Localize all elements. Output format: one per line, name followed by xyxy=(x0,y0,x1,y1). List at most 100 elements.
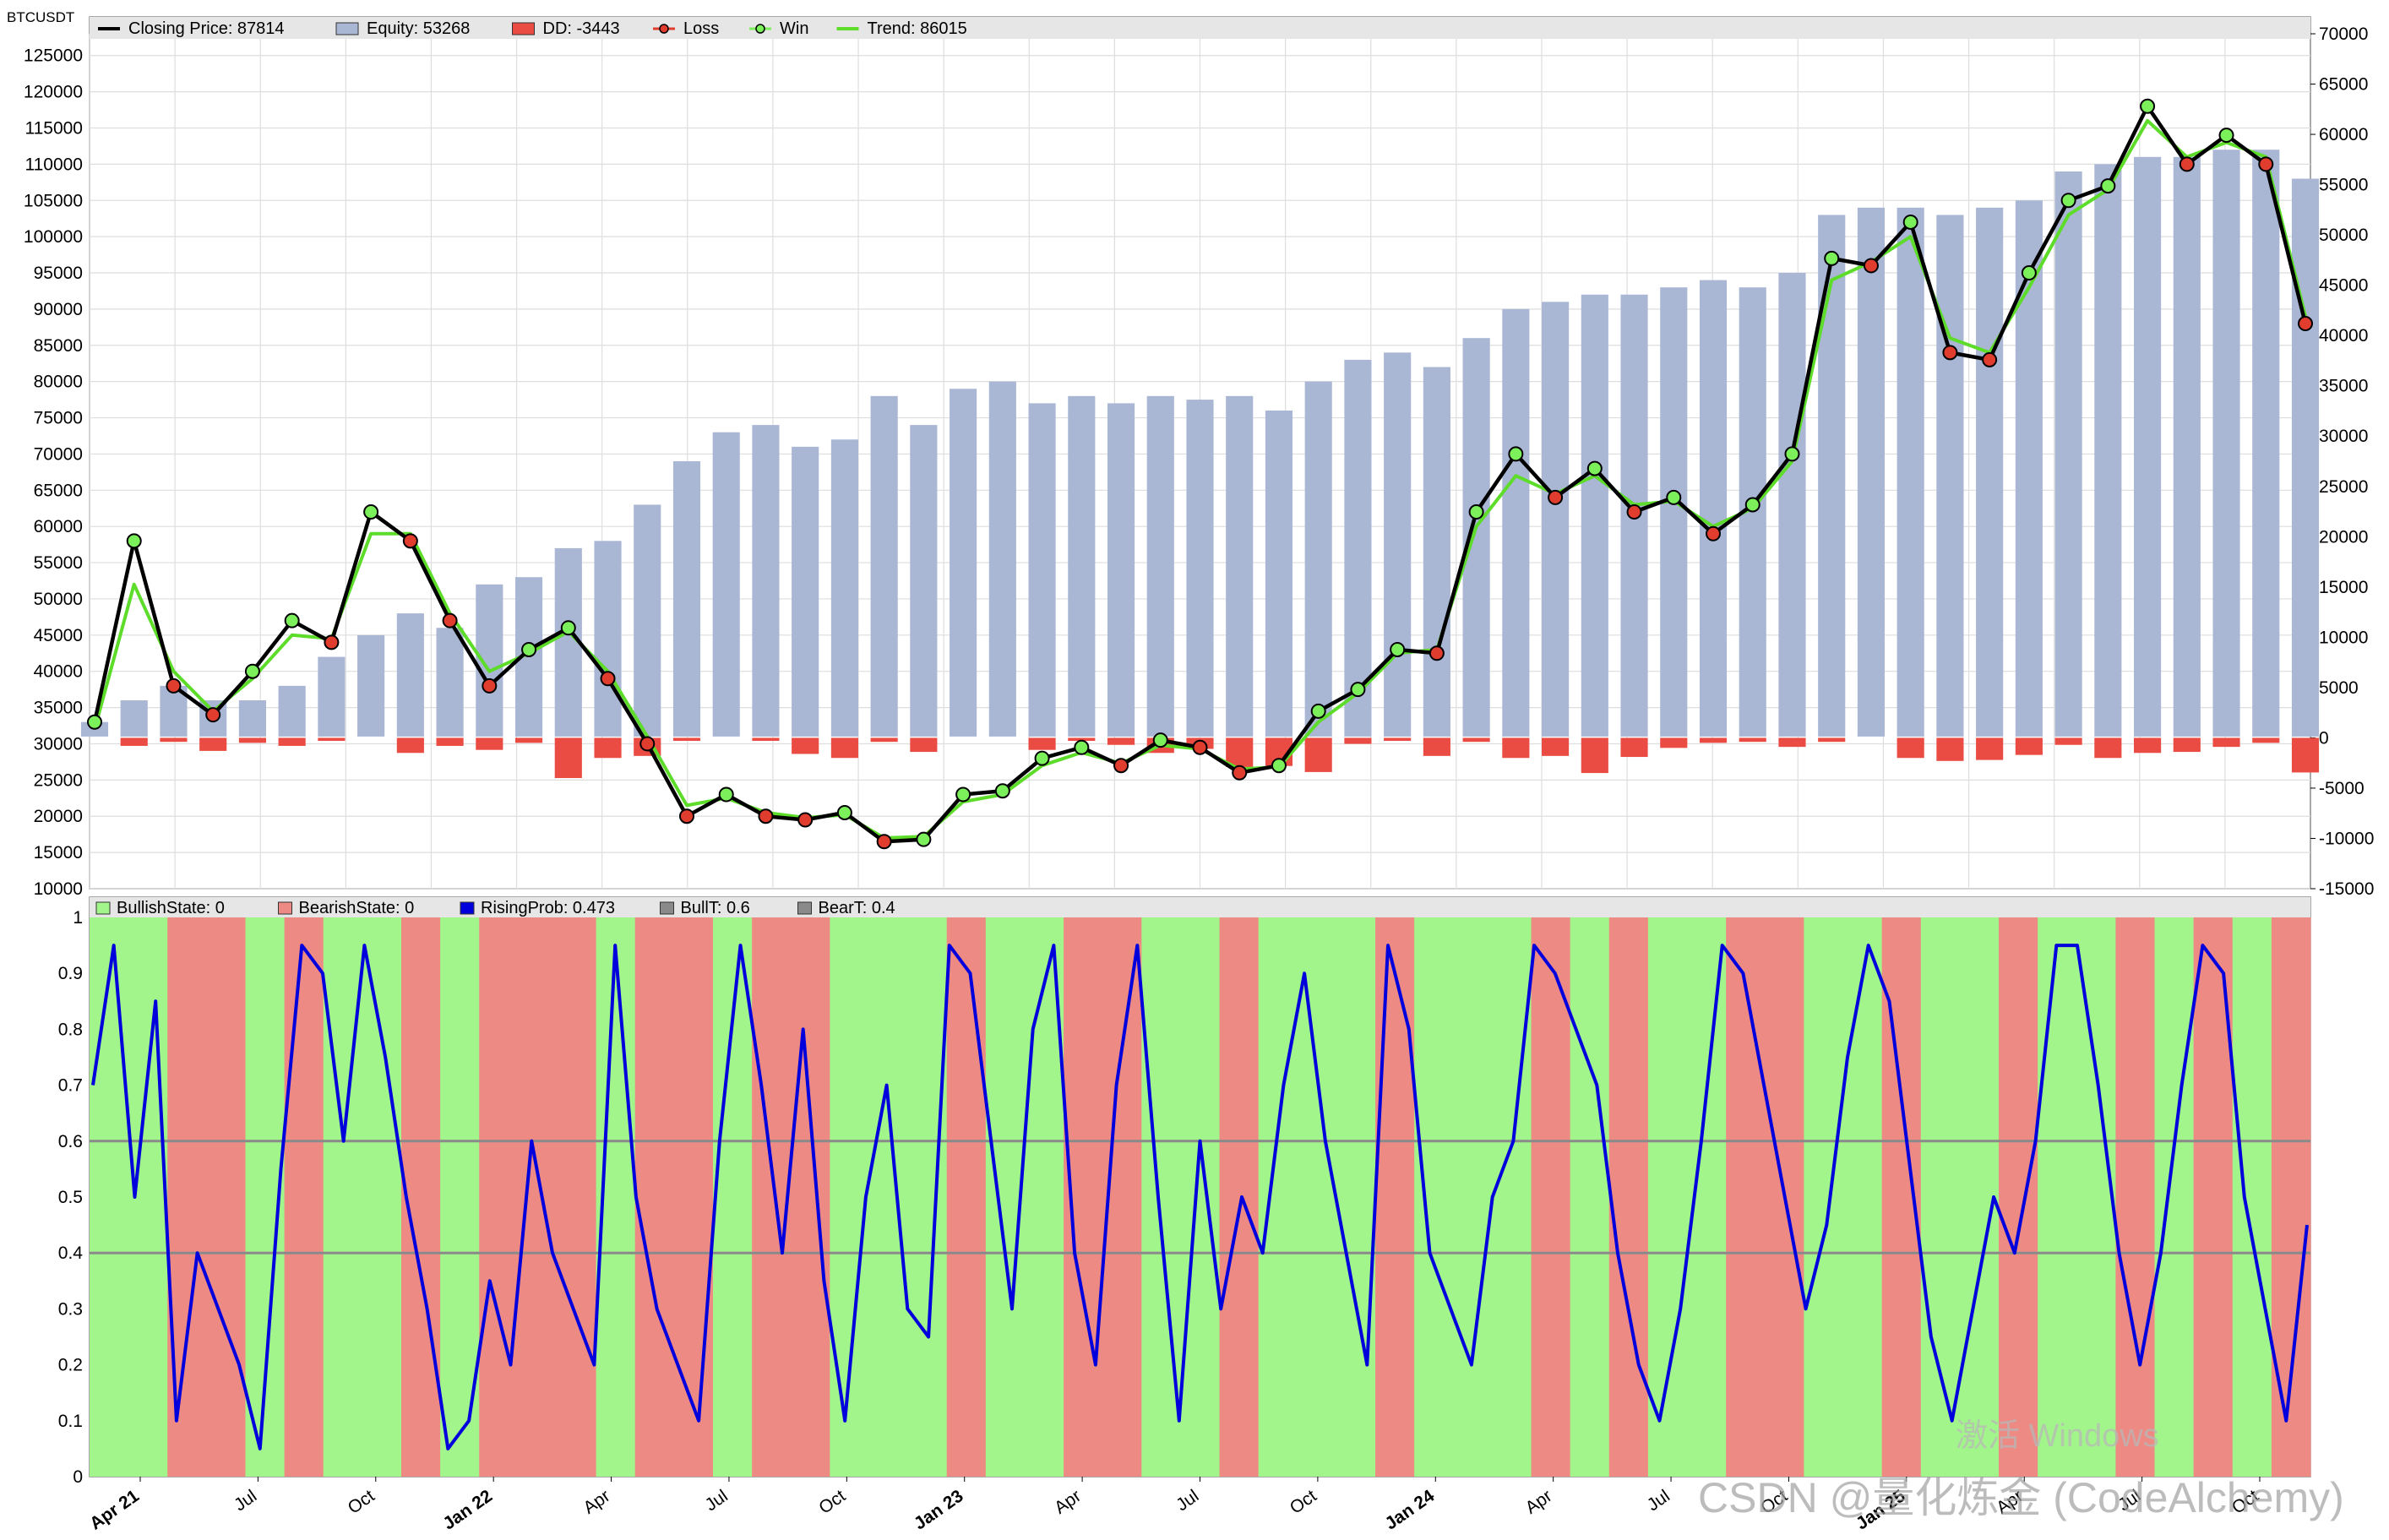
legend-item-equity: Equity: 53268 xyxy=(335,19,470,38)
equity-bar xyxy=(988,381,1016,737)
drawdown-bar xyxy=(2212,737,2240,748)
loss-marker xyxy=(2298,316,2313,332)
y-indicator-tick: 0.4 xyxy=(58,1243,84,1263)
bullish-regime-band xyxy=(1336,917,1376,1477)
watermark-line1: 激活 Windows xyxy=(1956,1418,2159,1454)
y-right-tick: 10000 xyxy=(2319,628,2368,647)
bearish-regime-band xyxy=(167,917,207,1477)
drawdown-bar xyxy=(1344,737,1372,744)
price-panel: 10000 15000 20000 25000 30000 35000 40000 45000… xyxy=(24,16,2374,899)
legend-label: Equity: 53268 xyxy=(367,19,470,38)
legend-item-trend: Trend: 86015 xyxy=(836,19,967,38)
y-indicator-tick: 1 xyxy=(73,908,83,928)
win-marker xyxy=(1034,750,1050,766)
loss-marker xyxy=(1706,525,1722,541)
bullish-regime-band xyxy=(868,917,909,1477)
bullish-regime-band xyxy=(1570,917,1610,1477)
equity-bar xyxy=(950,389,977,737)
legend-item-loss: Loss xyxy=(653,19,719,38)
drawdown-bar xyxy=(238,737,266,743)
equity-bar xyxy=(1107,403,1135,737)
loss-marker xyxy=(324,634,340,650)
win-marker xyxy=(1390,641,1406,657)
drawdown-bar xyxy=(120,737,148,746)
y-right-tick: 5000 xyxy=(2319,678,2359,698)
bullish-regime-band xyxy=(712,917,753,1477)
y-right-tick: 50000 xyxy=(2319,226,2368,245)
loss-marker xyxy=(1982,351,1998,367)
win-marker xyxy=(1350,682,1366,698)
drawdown-bar xyxy=(1502,737,1530,759)
y-right-tick: 15000 xyxy=(2319,578,2368,597)
equity-bar xyxy=(436,628,464,737)
equity-bar xyxy=(1660,287,1688,737)
loss-marker xyxy=(1192,739,1208,755)
legend-swatch xyxy=(512,22,535,35)
y-indicator-tick: 0.1 xyxy=(58,1412,83,1431)
drawdown-bar xyxy=(1462,737,1490,743)
equity-bar xyxy=(1502,308,1530,737)
bullish-regime-band xyxy=(2154,917,2195,1477)
y-left-tick: 85000 xyxy=(34,336,83,356)
legend-swatch xyxy=(335,22,359,35)
bearish-regime-band xyxy=(557,917,597,1477)
win-marker xyxy=(2021,265,2037,281)
win-marker xyxy=(1508,446,1524,462)
equity-bar xyxy=(1462,338,1490,737)
equity-bar xyxy=(278,685,306,737)
y-indicator-tick: 0.7 xyxy=(58,1076,83,1096)
equity-bar xyxy=(1226,395,1254,737)
equity-bar xyxy=(357,634,385,737)
win-marker xyxy=(284,612,300,629)
drawdown-bar xyxy=(199,737,227,751)
equity-bar xyxy=(318,656,346,737)
y-right-tick: 0 xyxy=(2319,728,2329,748)
drawdown-bar xyxy=(2054,737,2082,745)
y-left-tick: 45000 xyxy=(34,626,83,645)
bearish-regime-band xyxy=(1219,917,1260,1477)
legend-item-bullt: BullT: 0.6 xyxy=(660,899,750,917)
legend-label: BearT: 0.4 xyxy=(819,899,895,917)
legend-swatch xyxy=(460,901,475,915)
bearish-regime-band xyxy=(518,917,558,1477)
legend-item-dd: DD: -3443 xyxy=(512,19,620,38)
bullish-regime-band xyxy=(90,917,129,1477)
legend-item-bullishstate: BullishState: 0 xyxy=(95,899,225,917)
legend-label: Loss xyxy=(683,19,719,38)
y-left-tick: 20000 xyxy=(34,807,83,826)
win-marker xyxy=(244,663,260,679)
win-marker xyxy=(1586,460,1603,476)
win-marker xyxy=(1902,214,1918,230)
drawdown-bar xyxy=(436,737,464,746)
equity-bar xyxy=(1265,410,1293,737)
drawdown-bar xyxy=(1107,737,1135,745)
legend-swatch-dot xyxy=(659,24,669,34)
equity-bar xyxy=(2252,150,2280,737)
legend-label: BullishState: 0 xyxy=(117,899,225,917)
y-left-tick: 25000 xyxy=(34,770,83,790)
legend-item-risingprob: RisingProb: 0.473 xyxy=(460,899,615,917)
equity-bar xyxy=(910,425,938,737)
bearish-regime-band xyxy=(2115,917,2156,1477)
drawdown-bar xyxy=(278,737,306,746)
drawdown-bar xyxy=(792,737,819,754)
win-marker xyxy=(916,831,932,847)
rising-prob-line xyxy=(91,944,2309,1450)
legend-label: Trend: 86015 xyxy=(868,19,967,38)
equity-bar xyxy=(1818,215,1846,737)
drawdown-bar xyxy=(514,737,543,743)
equity-bar xyxy=(1976,207,2004,737)
loss-marker xyxy=(600,671,616,687)
y-left-tick: 50000 xyxy=(34,590,83,609)
y-left-tick: 100000 xyxy=(24,227,83,247)
legend-label: Closing Price: 87814 xyxy=(128,19,285,38)
bearish-regime-band xyxy=(1608,917,1649,1477)
y-left-tick: 40000 xyxy=(34,662,83,682)
drawdown-bar xyxy=(2173,737,2201,753)
y-right-tick: 45000 xyxy=(2319,276,2368,296)
bearish-regime-band xyxy=(634,917,675,1477)
equity-bar xyxy=(672,461,701,737)
equity-bar xyxy=(2212,150,2240,737)
drawdown-bar xyxy=(2094,737,2122,759)
